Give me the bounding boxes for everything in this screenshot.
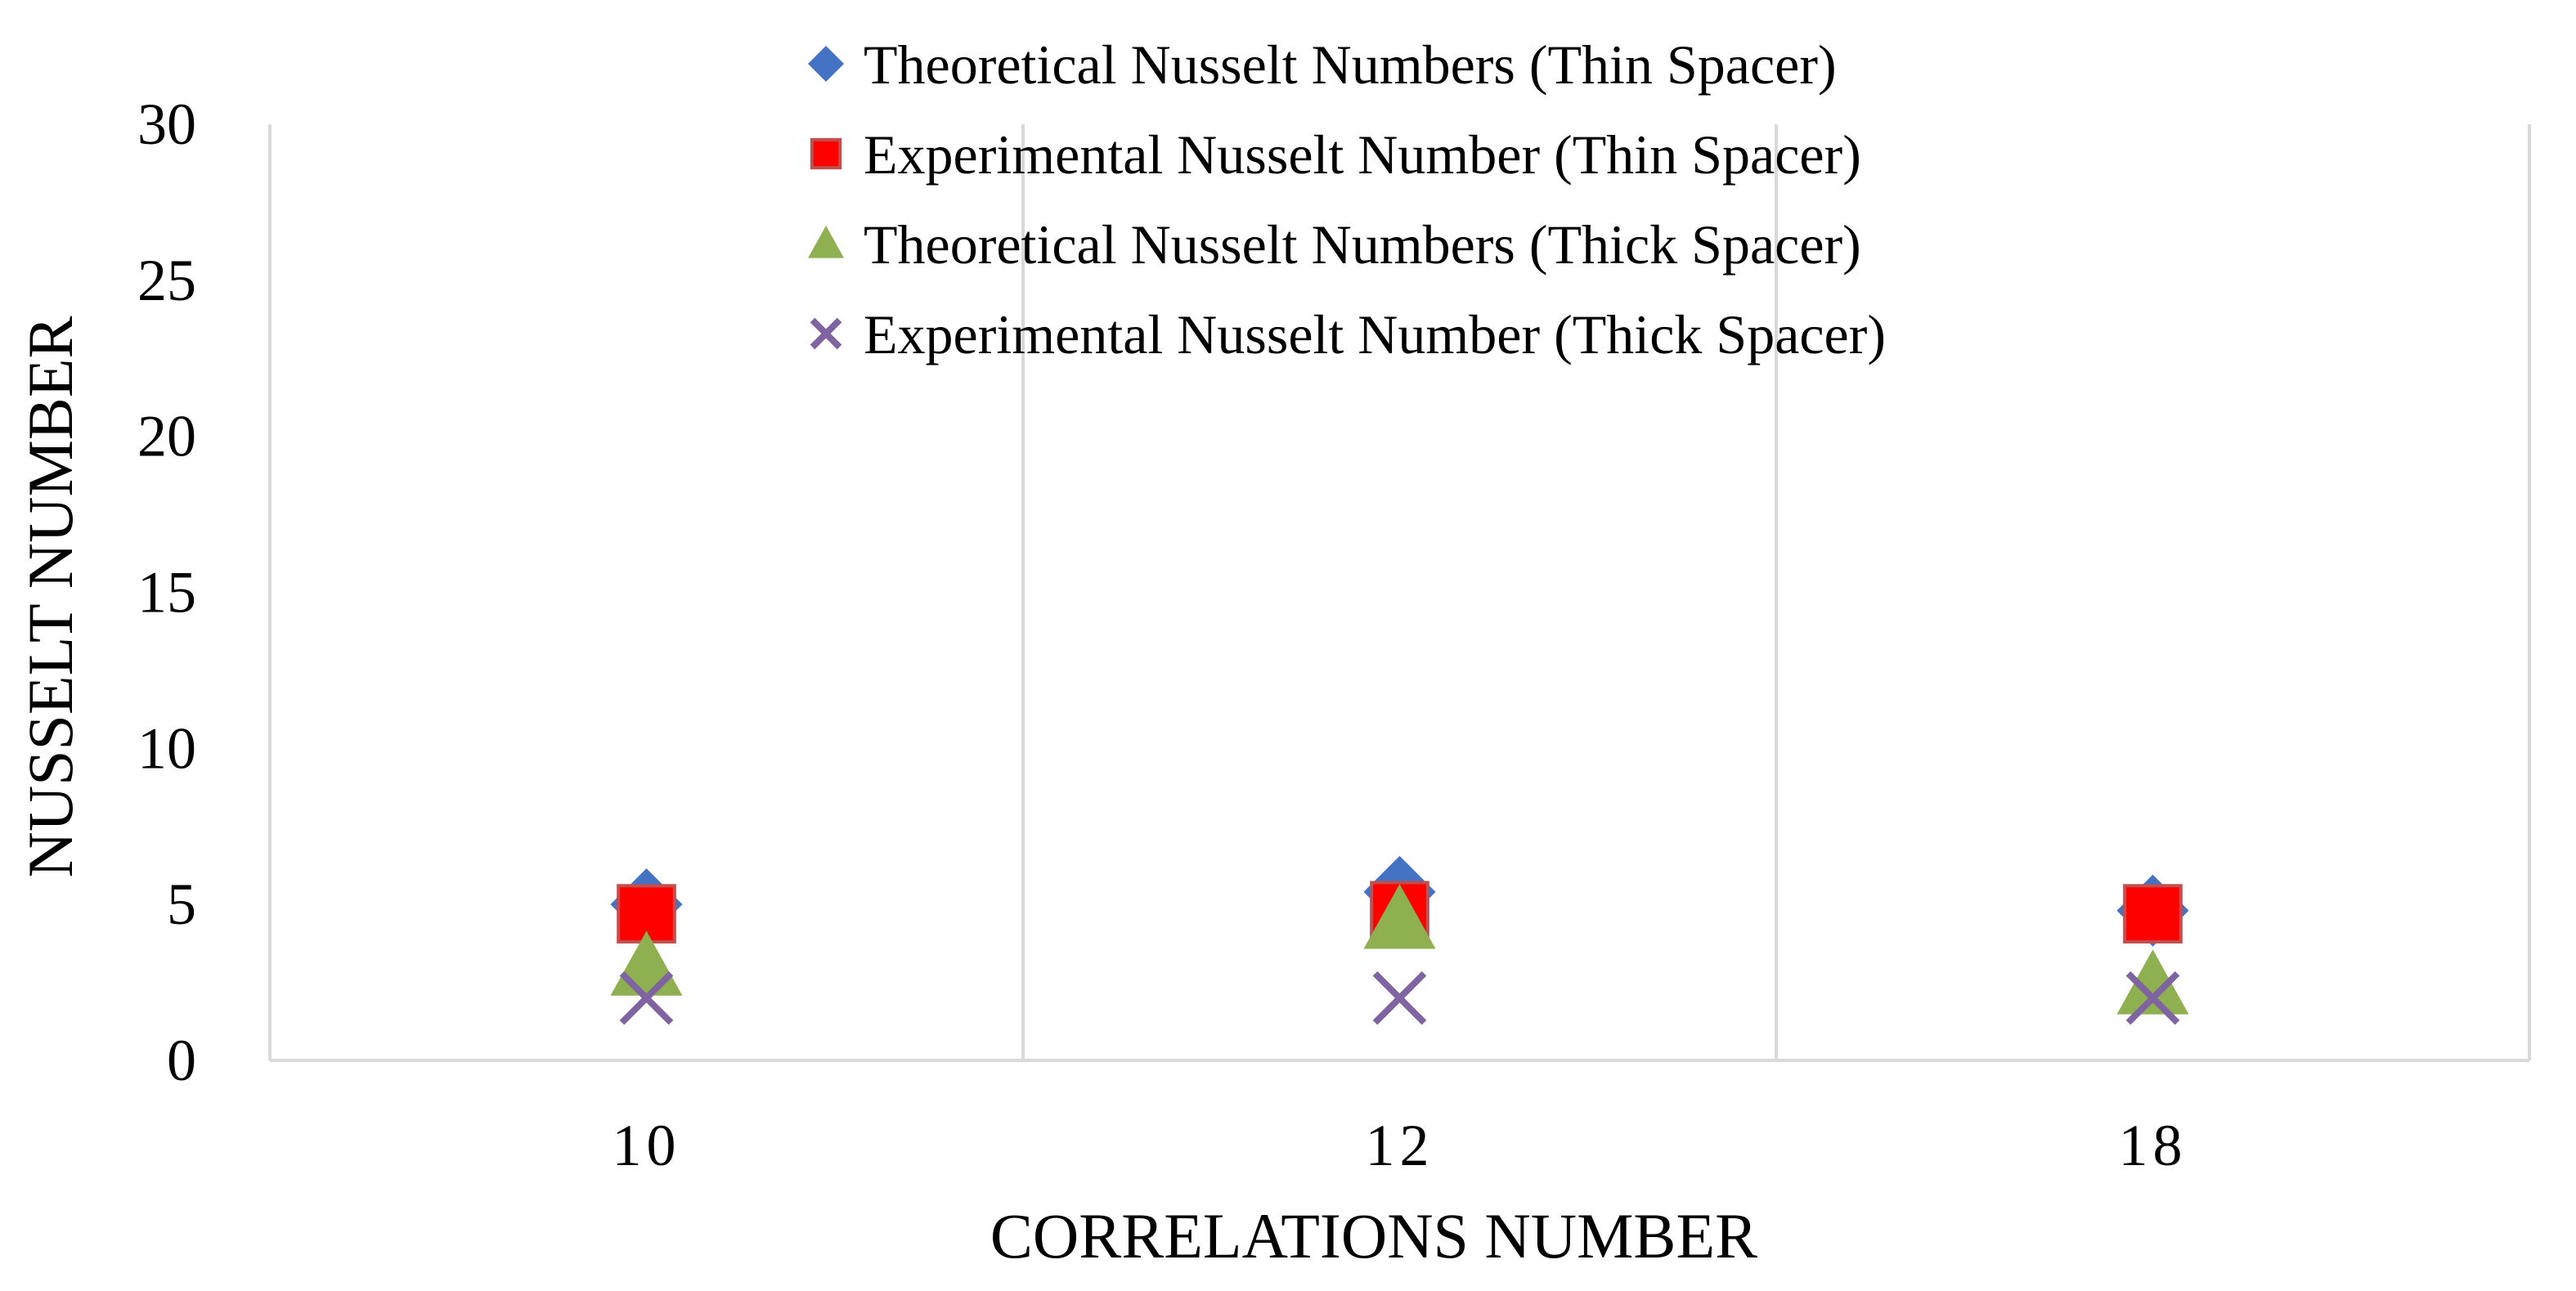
y-tick-label: 30 xyxy=(137,92,196,157)
series-experimental-nusselt-number-thin-spacer xyxy=(617,881,2183,944)
legend-marker xyxy=(808,46,844,82)
legend-label: Experimental Nusselt Number (Thin Spacer… xyxy=(864,123,1861,186)
y-tick-label: 0 xyxy=(167,1028,196,1093)
x-axis-title: CORRELATIONS NUMBER xyxy=(990,1200,1757,1271)
y-tick-label: 10 xyxy=(137,715,196,781)
y-tick-labels: 0 5 10 15 20 25 30 xyxy=(137,92,196,1093)
legend-item: Theoretical Nusselt Numbers (Thick Space… xyxy=(808,213,1861,276)
y-tick-label: 15 xyxy=(137,560,196,625)
legend-marker xyxy=(808,226,844,258)
series-experimental-nusselt-number-thick-spacer xyxy=(619,970,2180,1025)
x-tick-label: 12 xyxy=(1366,1113,1434,1178)
data-point xyxy=(2125,970,2180,1025)
x-tick-label: 10 xyxy=(613,1113,681,1178)
legend-marker xyxy=(810,317,842,350)
grid-lines xyxy=(268,124,2531,1060)
legend-marker xyxy=(810,137,842,170)
legend-label: Theoretical Nusselt Numbers (Thin Spacer… xyxy=(864,34,1837,96)
legend-item: Experimental Nusselt Number (Thick Space… xyxy=(810,303,1886,365)
legend-label: Experimental Nusselt Number (Thick Space… xyxy=(864,303,1886,365)
legend: Theoretical Nusselt Numbers (Thin Spacer… xyxy=(808,34,1886,365)
data-point xyxy=(2123,884,2183,944)
legend-label: Theoretical Nusselt Numbers (Thick Space… xyxy=(864,213,1861,276)
data-point xyxy=(1372,970,1427,1025)
y-axis-title: NUSSELT NUMBER xyxy=(15,316,86,878)
y-tick-label: 20 xyxy=(137,404,196,469)
legend-item: Experimental Nusselt Number (Thin Spacer… xyxy=(810,123,1861,186)
y-tick-label: 25 xyxy=(137,248,196,313)
x-tick-labels: 10 12 18 xyxy=(613,1113,2188,1178)
legend-item: Theoretical Nusselt Numbers (Thin Spacer… xyxy=(808,34,1837,96)
y-tick-label: 5 xyxy=(167,872,196,937)
data-point xyxy=(619,970,674,1025)
data-points xyxy=(610,855,2189,1025)
data-point xyxy=(1363,884,1436,949)
data-point xyxy=(2116,949,2189,1015)
x-tick-label: 18 xyxy=(2119,1113,2188,1178)
